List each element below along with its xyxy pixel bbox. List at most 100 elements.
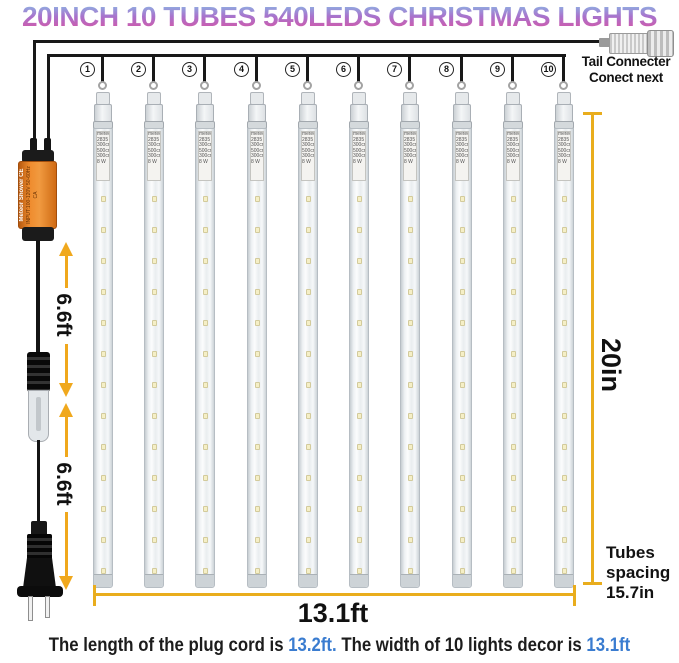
led-chip bbox=[511, 196, 516, 202]
tail-connector-tip bbox=[599, 38, 611, 47]
led-chip bbox=[562, 537, 567, 543]
tube-spec-label: meteor2835 S300cm500cm300cm8 W bbox=[557, 131, 571, 181]
led-chip bbox=[562, 320, 567, 326]
led-chip bbox=[101, 506, 106, 512]
tube-length-line bbox=[591, 113, 594, 584]
tube-number: 3 bbox=[186, 64, 192, 74]
tube-spec-label: meteor2835 S300cm500cm300cm8 W bbox=[96, 131, 110, 181]
led-chip bbox=[101, 196, 106, 202]
tube-body: meteor2835 S300cm500cm300cm8 W bbox=[195, 128, 215, 588]
led-chip bbox=[408, 413, 413, 419]
tube-drop-wire bbox=[255, 54, 258, 82]
led-chip bbox=[357, 196, 362, 202]
tube-number: 7 bbox=[391, 64, 397, 74]
led-chip bbox=[357, 258, 362, 264]
led-chip bbox=[357, 537, 362, 543]
led-chip bbox=[408, 475, 413, 481]
led-chip bbox=[203, 227, 208, 233]
led-chip bbox=[562, 258, 567, 264]
tube-body: meteor2835 S300cm500cm300cm8 W bbox=[503, 128, 523, 588]
led-chip bbox=[357, 382, 362, 388]
led-chip bbox=[255, 506, 260, 512]
tube-drop-wire bbox=[152, 54, 155, 82]
tube-length-label: 20in bbox=[596, 337, 626, 393]
adapter-text: Meteor Shower CE INPUT:100-120V 50-60Hz … bbox=[19, 165, 55, 225]
led-chip bbox=[306, 444, 311, 450]
led-chip bbox=[255, 382, 260, 388]
tube-number-badge: 8 bbox=[439, 62, 454, 77]
led-chip bbox=[152, 506, 157, 512]
led-chip bbox=[101, 227, 106, 233]
inline-connector-socket bbox=[28, 390, 49, 442]
led-chip bbox=[511, 475, 516, 481]
led-chip bbox=[255, 568, 260, 574]
arrowhead-up-icon bbox=[59, 403, 73, 417]
tube-number: 6 bbox=[340, 64, 346, 74]
led-chip bbox=[460, 568, 465, 574]
led-chip bbox=[101, 475, 106, 481]
tube-number-badge: 4 bbox=[234, 62, 249, 77]
tube-hanging-ring bbox=[98, 81, 107, 90]
tube-number-badge: 9 bbox=[490, 62, 505, 77]
tube-drop-wire bbox=[101, 54, 104, 82]
led-chip bbox=[562, 475, 567, 481]
led-chip bbox=[408, 506, 413, 512]
led-chip bbox=[408, 258, 413, 264]
led-chip bbox=[203, 444, 208, 450]
measure-line-cord1b bbox=[65, 344, 68, 388]
led-chip bbox=[203, 320, 208, 326]
tube-body: meteor2835 S300cm500cm300cm8 W bbox=[144, 128, 164, 588]
led-chip bbox=[511, 506, 516, 512]
tube-drop-wire bbox=[203, 54, 206, 82]
led-chip bbox=[460, 196, 465, 202]
light-tube: 9 meteor2835 S300cm500cm300cm8 W bbox=[490, 54, 524, 594]
led-chip bbox=[511, 382, 516, 388]
arrowhead-down-icon bbox=[59, 576, 73, 590]
led-chip bbox=[357, 351, 362, 357]
led-chip bbox=[255, 475, 260, 481]
tube-spec-label: meteor2835 S300cm500cm300cm8 W bbox=[301, 131, 315, 181]
led-chip bbox=[152, 258, 157, 264]
tube-cap-body bbox=[94, 104, 112, 122]
led-chip bbox=[255, 537, 260, 543]
led-chip bbox=[306, 196, 311, 202]
footer-part1: The length of the plug cord is bbox=[48, 634, 289, 656]
tube-number-badge: 6 bbox=[336, 62, 351, 77]
tube-end-cap bbox=[504, 574, 522, 587]
tube-drop-wire bbox=[460, 54, 463, 82]
led-chip bbox=[511, 413, 516, 419]
tube-number: 5 bbox=[289, 64, 295, 74]
main-wire-horizontal bbox=[33, 40, 599, 43]
led-chip bbox=[460, 475, 465, 481]
led-chip bbox=[203, 413, 208, 419]
spacing-value: 15.7in bbox=[606, 583, 655, 602]
tube-hanging-ring bbox=[303, 81, 312, 90]
tube-drop-wire bbox=[408, 54, 411, 82]
led-chip bbox=[101, 258, 106, 264]
measure-line-cord2 bbox=[65, 415, 68, 457]
light-tube: 6 meteor2835 S300cm500cm300cm8 W bbox=[336, 54, 370, 594]
tube-drop-wire bbox=[562, 54, 565, 82]
led-chip bbox=[152, 413, 157, 419]
tube-body: meteor2835 S300cm500cm300cm8 W bbox=[554, 128, 574, 588]
footer-part2: The width of 10 lights decor is bbox=[336, 634, 587, 656]
led-chip bbox=[101, 351, 106, 357]
led-chip bbox=[357, 320, 362, 326]
light-tube: 5 meteor2835 S300cm500cm300cm8 W bbox=[285, 54, 319, 594]
tube-end-cap bbox=[299, 574, 317, 587]
tube-number-badge: 7 bbox=[387, 62, 402, 77]
led-chip bbox=[562, 568, 567, 574]
tube-body: meteor2835 S300cm500cm300cm8 W bbox=[349, 128, 369, 588]
adapter-cap-bottom bbox=[22, 227, 54, 241]
tube-number: 1 bbox=[84, 64, 90, 74]
tail-connector-label: Tail Connecter Conect next bbox=[575, 54, 677, 86]
led-chip bbox=[511, 258, 516, 264]
tube-spec-label: meteor2835 S300cm500cm300cm8 W bbox=[455, 131, 469, 181]
tube-number: 9 bbox=[494, 64, 500, 74]
light-tube: 4 meteor2835 S300cm500cm300cm8 W bbox=[234, 54, 268, 594]
led-chip bbox=[203, 351, 208, 357]
led-chip bbox=[101, 413, 106, 419]
led-chip bbox=[357, 506, 362, 512]
led-chip bbox=[101, 289, 106, 295]
tube-number-badge: 3 bbox=[182, 62, 197, 77]
